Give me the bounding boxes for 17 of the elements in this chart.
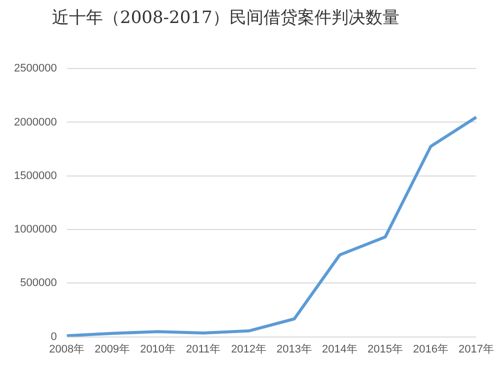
x-tick-label: 2009年	[94, 343, 130, 356]
y-tick-label: 500000	[20, 277, 57, 290]
x-tick-label: 2015年	[368, 343, 404, 356]
y-tick-label: 0	[50, 330, 57, 343]
chart-title: 近十年（2008-2017）民间借贷案件判决数量	[52, 7, 400, 29]
x-tick-label: 2010年	[140, 343, 176, 356]
y-tick-label: 2000000	[14, 116, 57, 128]
x-tick-label: 2011年	[186, 343, 221, 356]
x-tick-label: 2016年	[413, 343, 449, 356]
x-tick-label: 2014年	[322, 343, 358, 356]
x-tick-label: 2012年	[231, 343, 267, 356]
x-tick-label: 2013年	[276, 343, 312, 356]
x-tick-label: 2017年	[458, 343, 494, 356]
y-tick-label: 1500000	[14, 170, 57, 182]
x-tick-label: 2008年	[49, 343, 85, 356]
y-tick-label: 1000000	[14, 224, 57, 236]
y-tick-label: 2500000	[14, 62, 57, 75]
